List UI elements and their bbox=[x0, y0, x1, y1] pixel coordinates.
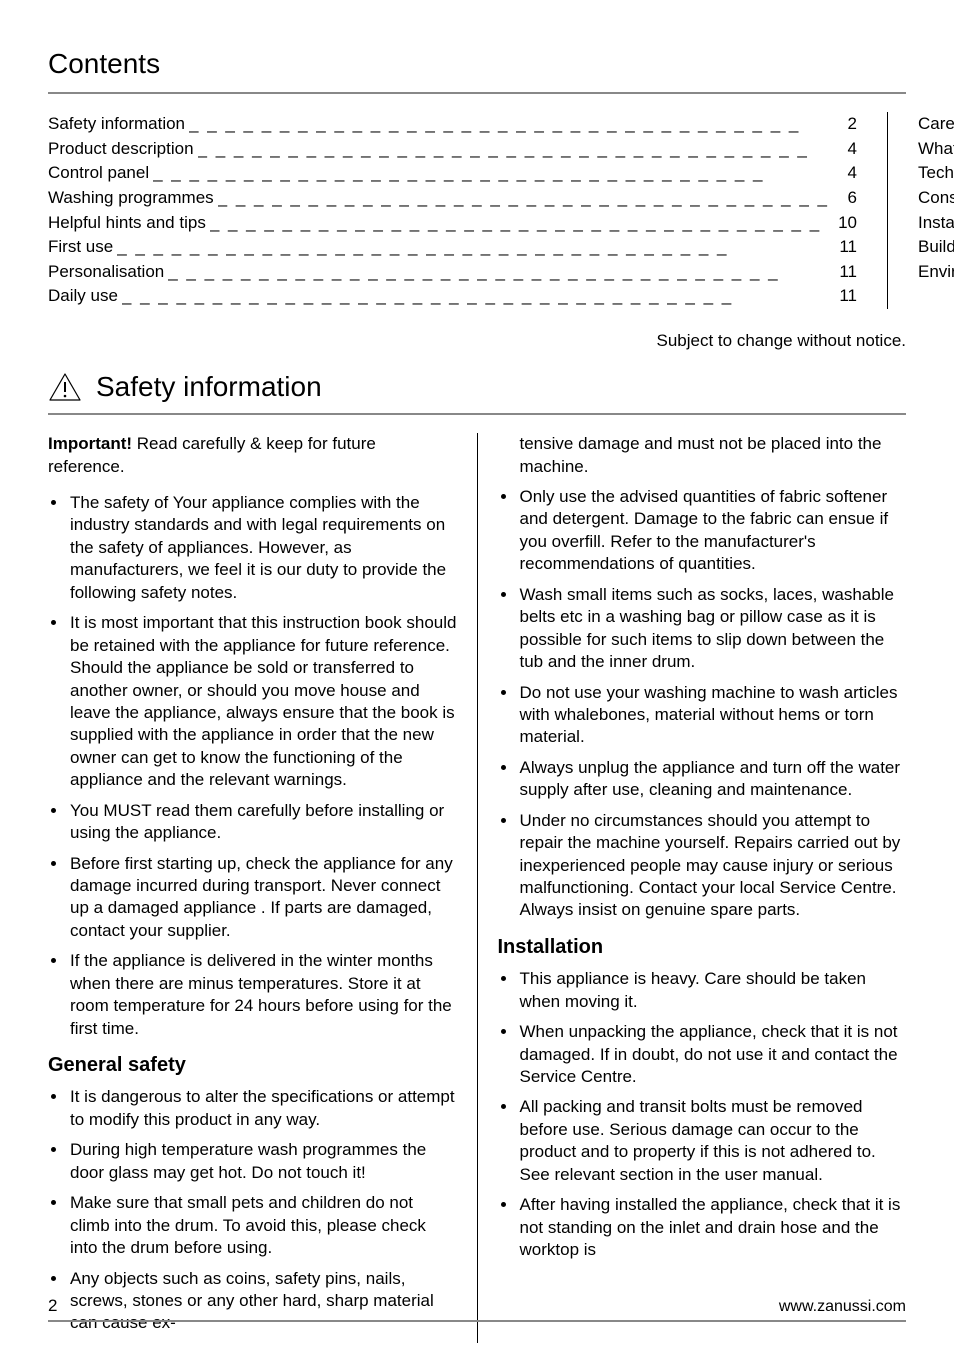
footer-divider bbox=[48, 1320, 906, 1322]
bullet-item: If the appliance is delivered in the win… bbox=[68, 950, 457, 1040]
toc-page: 4 bbox=[833, 137, 857, 162]
toc-leader bbox=[168, 260, 829, 285]
toc-entry: Washing programmes 6 bbox=[48, 186, 857, 211]
toc-label: First use bbox=[48, 235, 113, 260]
toc-entry: Personalisation 11 bbox=[48, 260, 857, 285]
contents-heading: Contents bbox=[48, 48, 906, 80]
important-label: Important! bbox=[48, 434, 132, 453]
warning-icon bbox=[48, 372, 82, 402]
toc-label: Daily use bbox=[48, 284, 118, 309]
bullet-item: All packing and transit bolts must be re… bbox=[518, 1096, 907, 1186]
toc-label: Personalisation bbox=[48, 260, 164, 285]
continuation-text: tensive damage and must not be placed in… bbox=[498, 433, 907, 478]
bullet-item: It is most important that this instructi… bbox=[68, 612, 457, 792]
general-safety-heading: General safety bbox=[48, 1052, 457, 1078]
toc-label: Building in bbox=[918, 235, 954, 260]
general-bullets-right: Only use the advised quantities of fabri… bbox=[498, 486, 907, 922]
toc-label: Environment concerns bbox=[918, 260, 954, 285]
safety-heading-row: Safety information bbox=[48, 371, 906, 403]
page-footer: 2 www.zanussi.com bbox=[48, 1296, 906, 1322]
installation-bullets: This appliance is heavy. Care should be … bbox=[498, 968, 907, 1261]
table-of-contents: Safety information 2 Product description 4… bbox=[48, 112, 906, 309]
footer-url: www.zanussi.com bbox=[779, 1298, 906, 1316]
toc-page: 4 bbox=[833, 161, 857, 186]
toc-leader bbox=[218, 186, 829, 211]
installation-heading: Installation bbox=[498, 934, 907, 960]
toc-column-left: Safety information 2 Product description 4… bbox=[48, 112, 857, 309]
toc-leader bbox=[122, 284, 829, 309]
toc-leader bbox=[117, 235, 829, 260]
toc-page: 11 bbox=[833, 260, 857, 285]
toc-page: 11 bbox=[833, 235, 857, 260]
toc-page: 6 bbox=[833, 186, 857, 211]
toc-label: Product description bbox=[48, 137, 194, 162]
toc-leader bbox=[189, 112, 829, 137]
bullet-item: Make sure that small pets and children d… bbox=[68, 1192, 457, 1259]
bullet-item: This appliance is heavy. Care should be … bbox=[518, 968, 907, 1013]
toc-entry: Technical data18 bbox=[918, 161, 954, 186]
bullet-item: It is dangerous to alter the specificati… bbox=[68, 1086, 457, 1131]
toc-page: 2 bbox=[833, 112, 857, 137]
toc-label: Installation bbox=[918, 211, 954, 236]
toc-label: Consumption values bbox=[918, 186, 954, 211]
bullet-item: Only use the advised quantities of fabri… bbox=[518, 486, 907, 576]
body-columns: Important! Read carefully & keep for fut… bbox=[48, 433, 906, 1343]
toc-label: Helpful hints and tips bbox=[48, 211, 206, 236]
toc-column-divider bbox=[887, 112, 888, 309]
body-column-right: tensive damage and must not be placed in… bbox=[498, 433, 907, 1343]
important-line: Important! Read carefully & keep for fut… bbox=[48, 433, 457, 478]
bullet-item: Do not use your washing machine to wash … bbox=[518, 682, 907, 749]
bullet-item: You MUST read them carefully before inst… bbox=[68, 800, 457, 845]
toc-entry: Helpful hints and tips 10 bbox=[48, 211, 857, 236]
toc-entry: Care and cleaning13 bbox=[918, 112, 954, 137]
toc-label: What to do if … bbox=[918, 137, 954, 162]
toc-column-right: Care and cleaning13 What to do if …16 Te… bbox=[918, 112, 954, 309]
toc-entry: Control panel 4 bbox=[48, 161, 857, 186]
toc-page: 10 bbox=[833, 211, 857, 236]
toc-label: Safety information bbox=[48, 112, 185, 137]
toc-entry: Environment concerns25 bbox=[918, 260, 954, 285]
toc-label: Control panel bbox=[48, 161, 149, 186]
change-notice: Subject to change without notice. bbox=[48, 331, 906, 351]
bullet-item: Always unplug the appliance and turn off… bbox=[518, 757, 907, 802]
toc-entry: Consumption values19 bbox=[918, 186, 954, 211]
toc-leader bbox=[198, 137, 829, 162]
body-column-divider bbox=[477, 433, 478, 1343]
bullet-item: Wash small items such as socks, laces, w… bbox=[518, 584, 907, 674]
toc-page: 11 bbox=[833, 284, 857, 309]
contents-divider bbox=[48, 92, 906, 94]
bullet-item: During high temperature wash programmes … bbox=[68, 1139, 457, 1184]
bullet-item: Before first starting up, check the appl… bbox=[68, 853, 457, 943]
toc-entry: What to do if …16 bbox=[918, 137, 954, 162]
safety-divider bbox=[48, 413, 906, 415]
toc-leader bbox=[153, 161, 829, 186]
toc-entry: First use 11 bbox=[48, 235, 857, 260]
toc-label: Technical data bbox=[918, 161, 954, 186]
bullet-item: When unpacking the appliance, check that… bbox=[518, 1021, 907, 1088]
toc-leader bbox=[210, 211, 829, 236]
toc-entry: Daily use 11 bbox=[48, 284, 857, 309]
intro-bullets: The safety of Your appliance complies wi… bbox=[48, 492, 457, 1040]
toc-label: Washing programmes bbox=[48, 186, 214, 211]
toc-entry: Installation19 bbox=[918, 211, 954, 236]
bullet-item: The safety of Your appliance complies wi… bbox=[68, 492, 457, 604]
bullet-item: Under no circumstances should you attemp… bbox=[518, 810, 907, 922]
safety-heading: Safety information bbox=[96, 371, 322, 403]
toc-label: Care and cleaning bbox=[918, 112, 954, 137]
toc-entry: Building in22 bbox=[918, 235, 954, 260]
body-column-left: Important! Read carefully & keep for fut… bbox=[48, 433, 457, 1343]
toc-entry: Safety information 2 bbox=[48, 112, 857, 137]
page-number: 2 bbox=[48, 1296, 57, 1316]
toc-entry: Product description 4 bbox=[48, 137, 857, 162]
bullet-item: After having installed the appliance, ch… bbox=[518, 1194, 907, 1261]
